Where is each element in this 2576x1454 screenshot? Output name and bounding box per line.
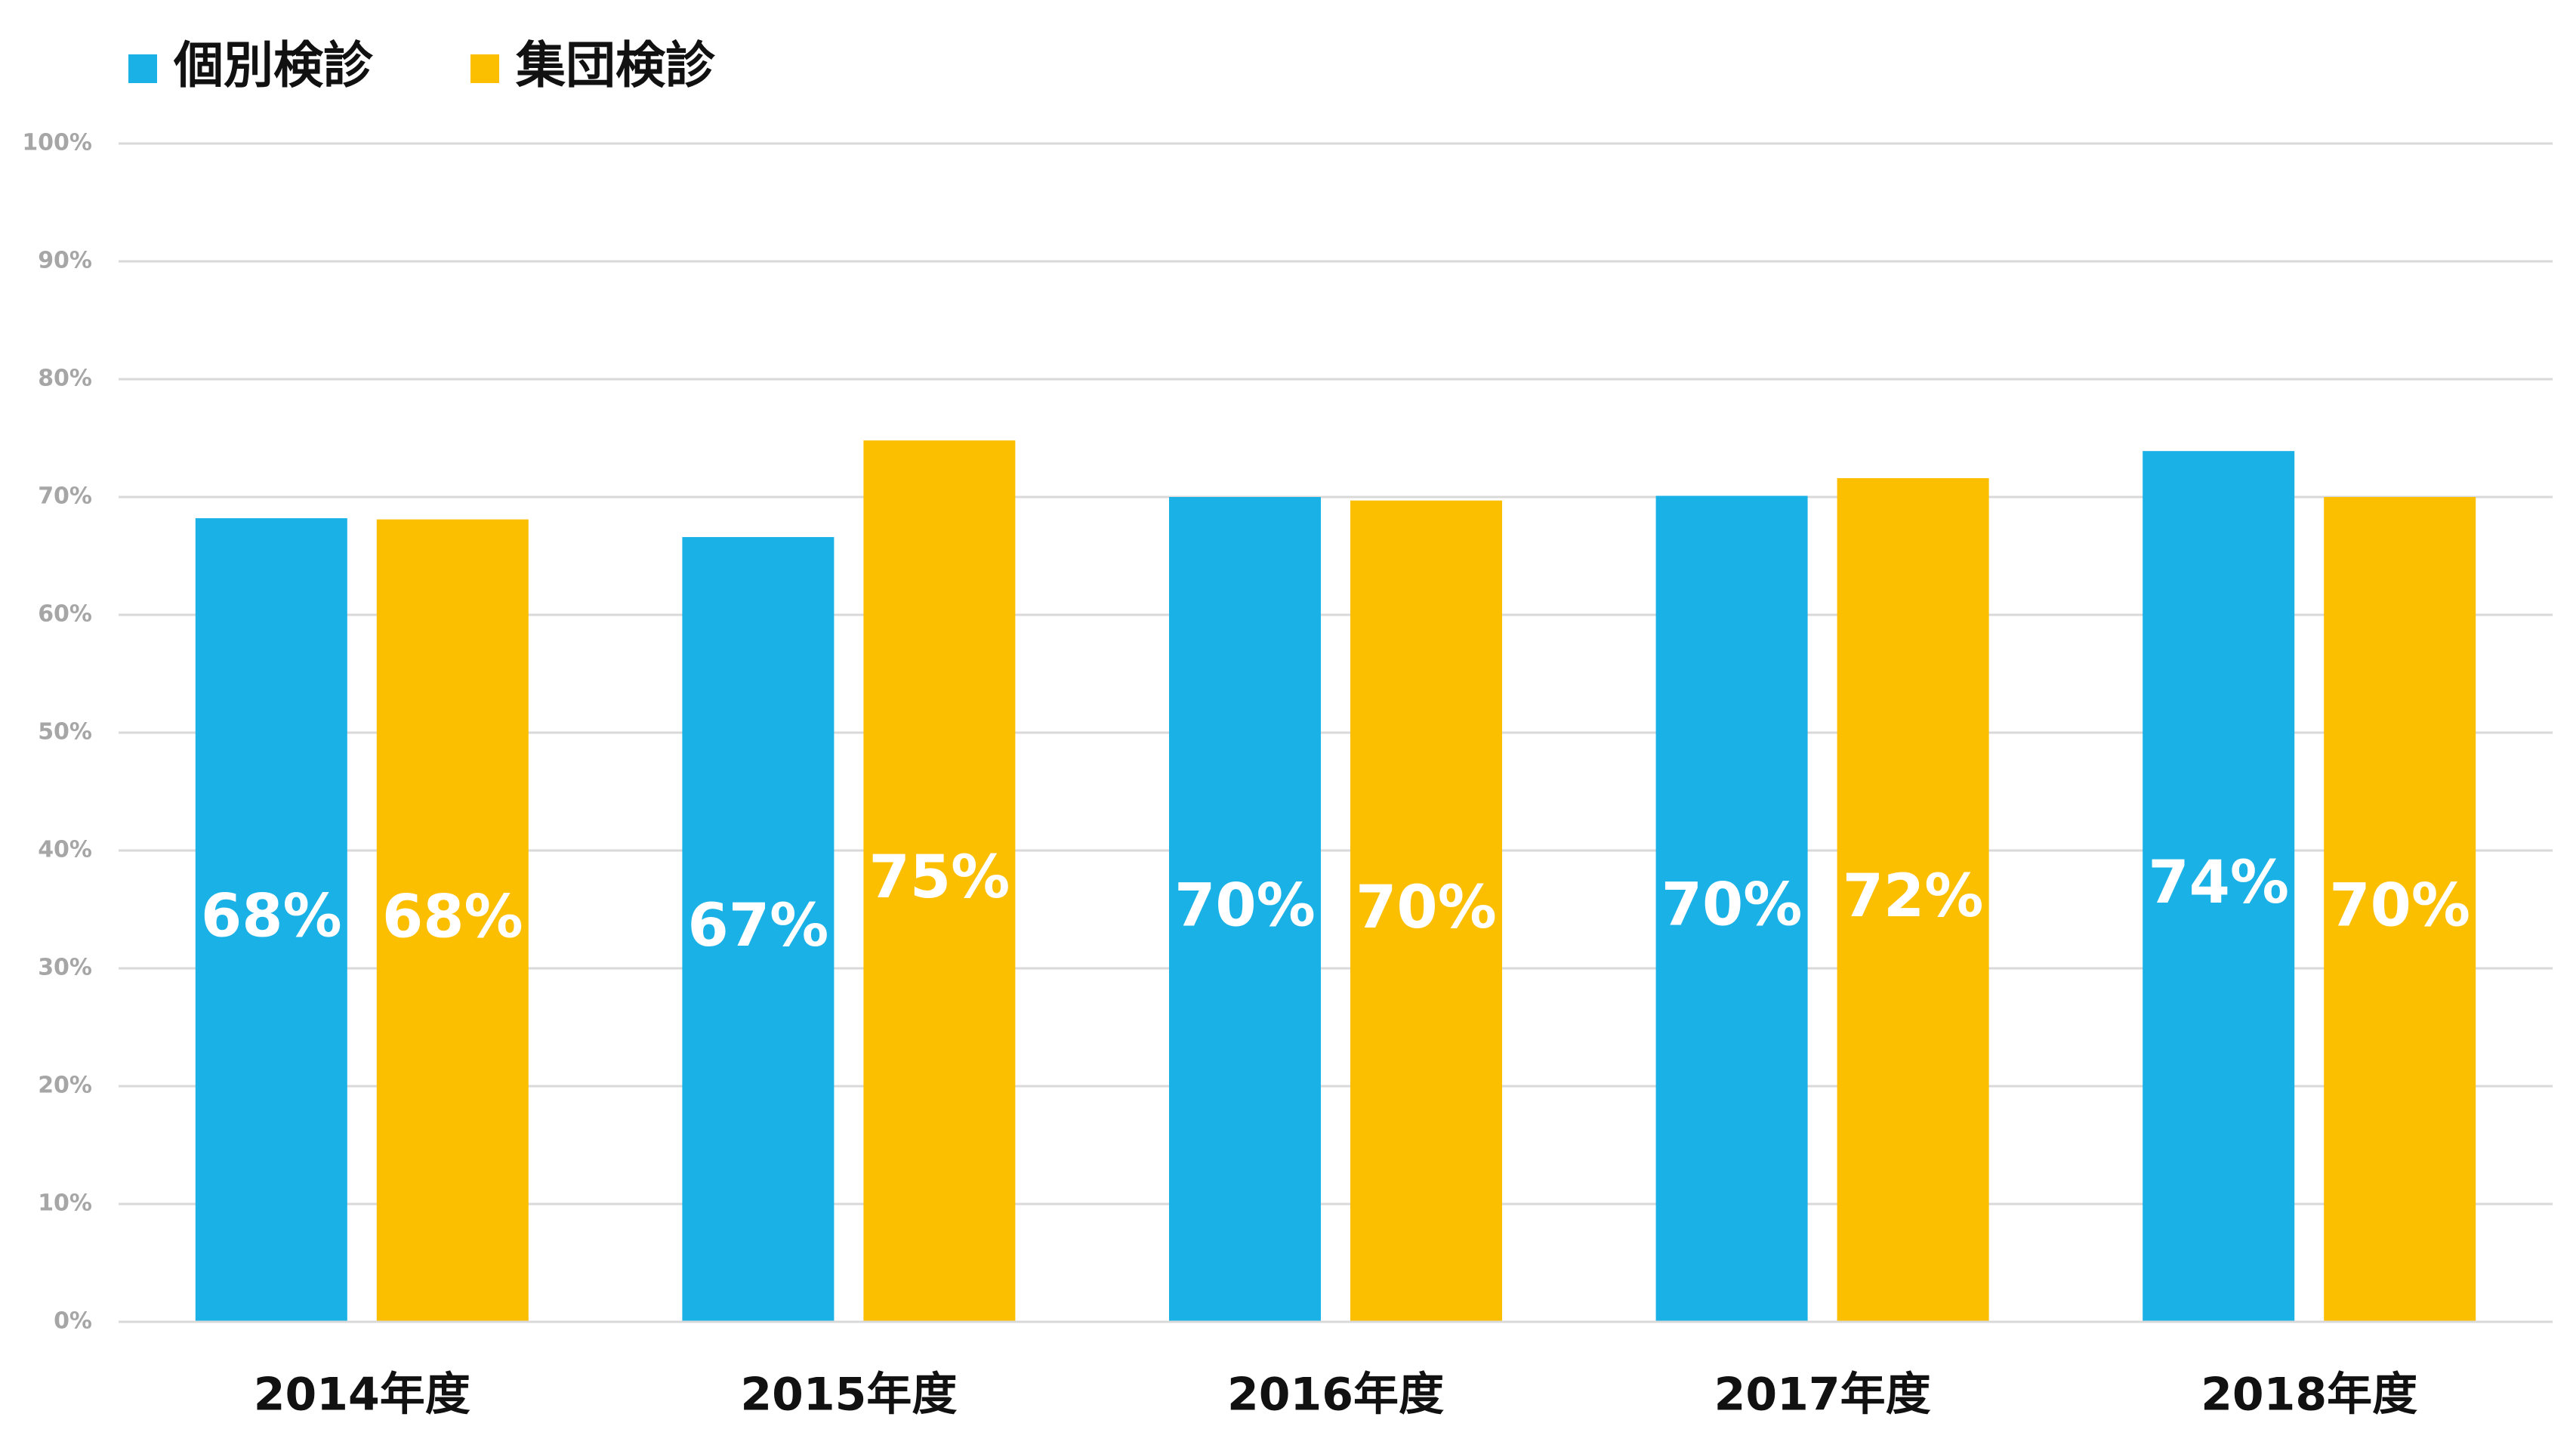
legend-label: 集団検診 [515,36,716,94]
x-tick-label: 2017年度 [1714,1369,1931,1422]
data-label: 68% [382,883,523,951]
y-tick-label: 10% [38,1190,92,1217]
bar [1350,500,1502,1323]
data-label: 70% [2329,872,2470,940]
y-tick-label: 70% [38,483,92,510]
y-tick-label: 50% [38,719,92,746]
y-tick-label: 100% [22,130,92,156]
data-label: 70% [1661,872,1803,940]
bar [376,519,529,1322]
bar [682,537,835,1322]
x-tick-label: 2016年度 [1227,1369,1444,1422]
y-tick-label: 30% [38,955,92,981]
bar [1169,497,1321,1322]
y-tick-label: 60% [38,601,92,628]
x-tick-label: 2014年度 [254,1369,470,1422]
bar [195,518,347,1322]
y-tick-label: 90% [38,248,92,274]
bar [2324,497,2476,1322]
y-tick-label: 40% [38,837,92,863]
x-tick-label: 2015年度 [740,1369,957,1422]
bar [1655,495,1808,1323]
data-label: 68% [201,883,342,951]
bar [1837,478,1989,1322]
data-label: 72% [1843,863,1984,931]
data-label: 70% [1356,874,1497,942]
data-label: 67% [688,892,829,960]
legend-swatch [470,54,499,83]
bar [863,440,1016,1322]
y-tick-label: 20% [38,1073,92,1099]
legend-swatch [128,54,157,83]
legend-label: 個別検診 [173,36,374,94]
y-tick-label: 0% [54,1308,92,1335]
data-label: 70% [1174,872,1316,940]
bar [2143,451,2295,1323]
x-tick-label: 2018年度 [2201,1369,2417,1422]
data-label: 75% [869,844,1010,912]
y-tick-label: 80% [38,366,92,392]
data-label: 74% [2148,849,2289,917]
